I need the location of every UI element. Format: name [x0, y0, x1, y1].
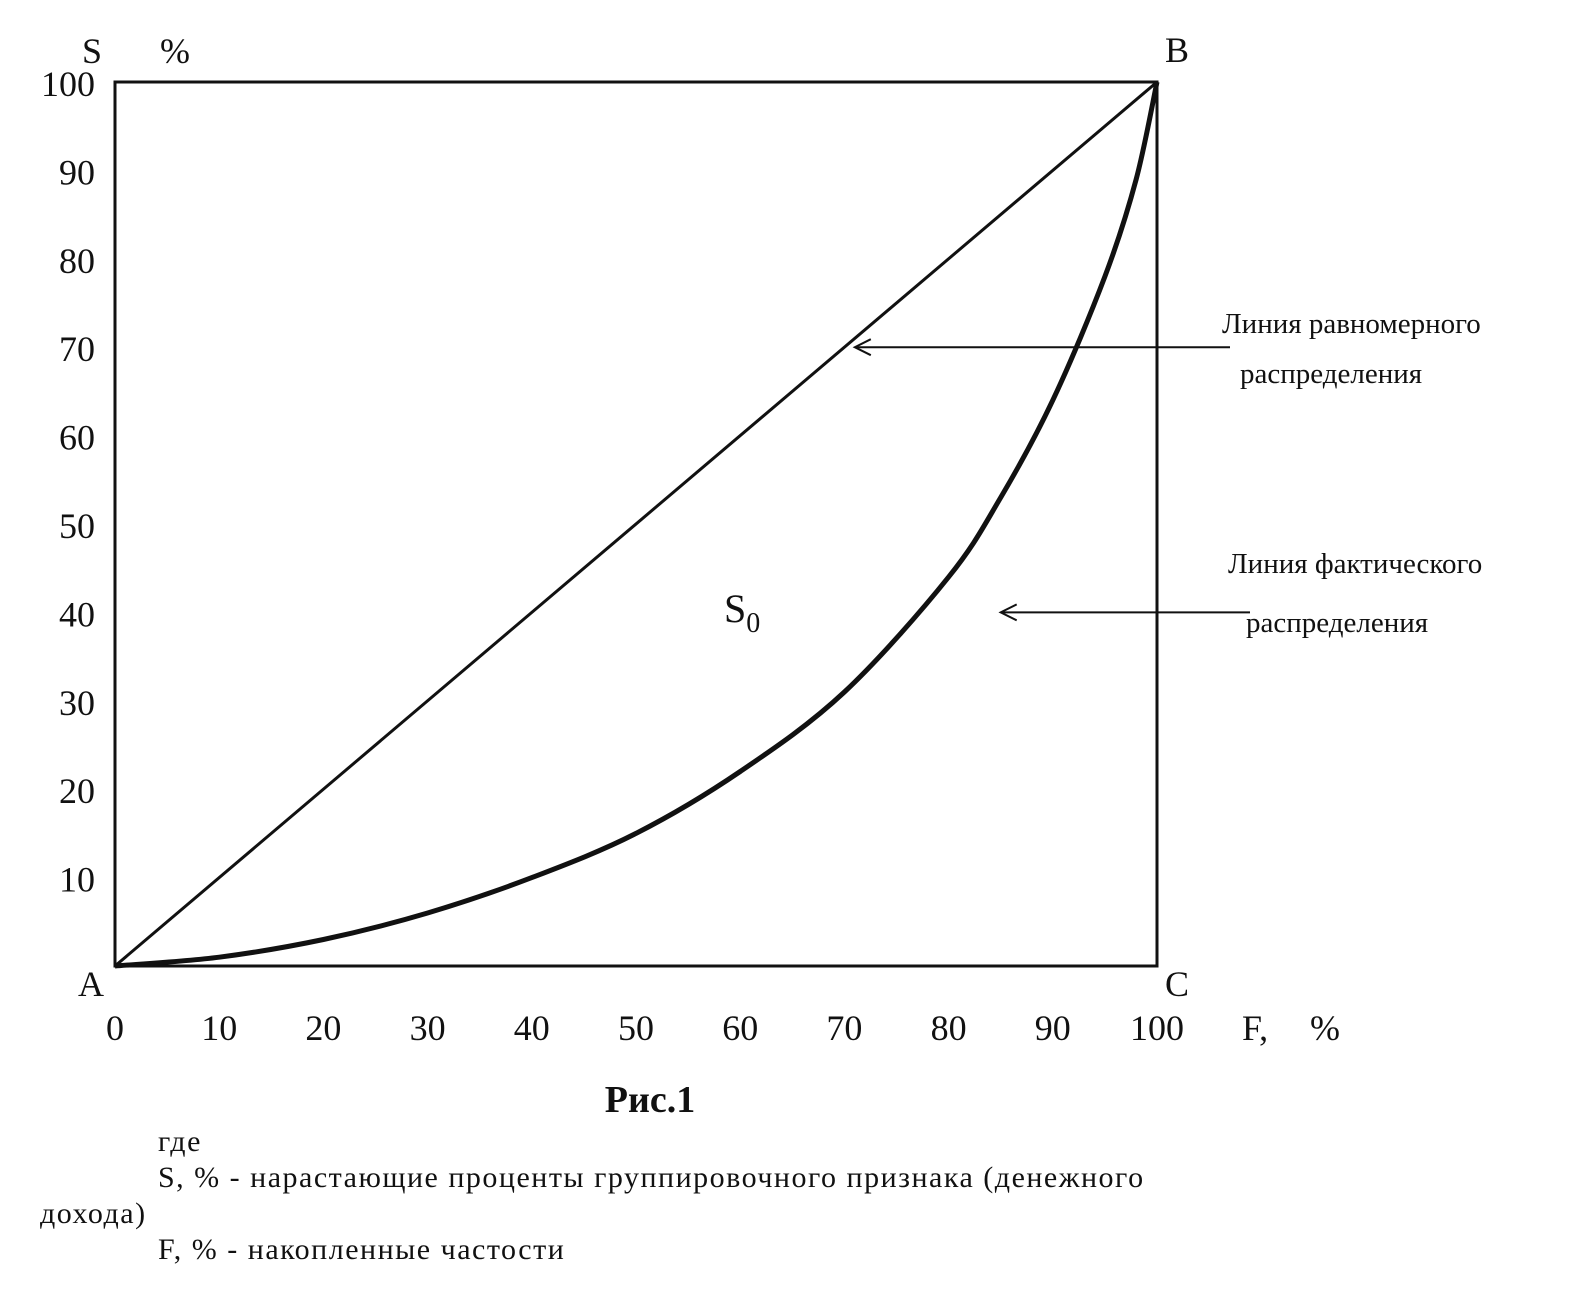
- x-tick-label: 30: [410, 1008, 446, 1048]
- x-tick-label: 40: [514, 1008, 550, 1048]
- corner-b: B: [1165, 30, 1189, 70]
- y-tick-label: 30: [59, 683, 95, 723]
- legend-s-line-1: S, % - нарастающие проценты группировочн…: [158, 1161, 1145, 1194]
- x-tick-label: 100: [1130, 1008, 1184, 1048]
- area-label: S0: [724, 586, 760, 639]
- y-tick-label: 70: [59, 329, 95, 369]
- x-tick-label: 50: [618, 1008, 654, 1048]
- annotation-arrow-head: [852, 338, 872, 357]
- legend-text: где S, % - нарастающие проценты группиро…: [0, 1124, 1500, 1268]
- figure-caption: Рис.1: [604, 1079, 696, 1121]
- x-tick-label: 0: [106, 1008, 124, 1048]
- y-axis-letter: S: [82, 31, 102, 71]
- annotation-label-line-2: распределения: [1240, 358, 1422, 390]
- corner-c: C: [1165, 964, 1189, 1004]
- y-tick-label: 10: [59, 860, 95, 900]
- x-tick-label: 20: [305, 1008, 341, 1048]
- y-tick-label: 100: [41, 64, 95, 104]
- legend-intro: где: [158, 1125, 202, 1158]
- x-axis-letter: F,: [1242, 1008, 1268, 1048]
- y-tick-label: 40: [59, 594, 95, 634]
- y-tick-label: 60: [59, 418, 95, 458]
- x-tick-label: 70: [826, 1008, 862, 1048]
- equality-line: [114, 80, 1158, 968]
- lorenz-chart: 10 20 30 40 50 60 70 80 90 100 0 10 20 30 40 50 60 70 80 9…: [41, 30, 1482, 1048]
- x-tick-label: 10: [201, 1008, 237, 1048]
- x-axis-unit: %: [1310, 1008, 1340, 1048]
- annotation-label-line-1: Линия равномерного: [1222, 308, 1481, 340]
- lorenz-curve: [114, 81, 1160, 969]
- annotation-label-line-2: распределения: [1246, 607, 1428, 639]
- annotation-label-line-1: Линия фактического: [1228, 548, 1482, 580]
- plot-frame: [113, 80, 1159, 968]
- x-tick-label: 60: [722, 1008, 758, 1048]
- y-tick-label: 50: [59, 506, 95, 546]
- y-tick-label: 20: [59, 771, 95, 811]
- y-axis-unit: %: [160, 31, 190, 71]
- corner-a: A: [78, 964, 104, 1004]
- y-tick-label: 80: [59, 241, 95, 281]
- x-tick-label: 90: [1035, 1008, 1071, 1048]
- legend-s-line-2: дохода): [40, 1197, 147, 1230]
- legend-f-line: F, % - накопленные частости: [158, 1233, 566, 1266]
- annotation-arrow-head: [998, 603, 1018, 622]
- y-tick-label: 90: [59, 152, 95, 192]
- x-tick-label: 80: [931, 1008, 967, 1048]
